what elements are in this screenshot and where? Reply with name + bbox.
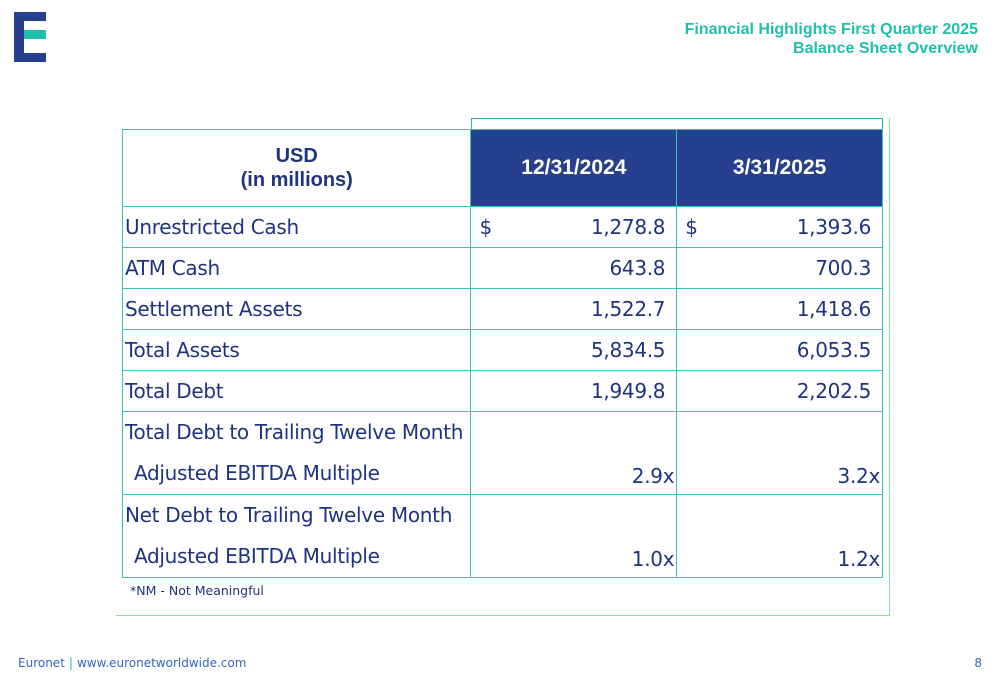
value-cell: 5,834.5 <box>470 329 678 371</box>
value-cell: 1,418.6 <box>676 288 883 330</box>
column-header-2025: 3/31/2025 <box>676 129 883 207</box>
table-row: Unrestricted Cash $ 1,278.8 $ 1,393.6 <box>121 206 883 248</box>
value-number: 643.8 <box>609 256 666 280</box>
value-cell: 643.8 <box>470 247 678 289</box>
value-cell: 1.2x <box>676 494 883 578</box>
footer-website-link[interactable]: www.euronetworldwide.com <box>76 656 247 670</box>
value-cell: 2,202.5 <box>676 370 883 412</box>
value-cell: 2.9x <box>470 411 678 495</box>
value-cell: 6,053.5 <box>676 329 883 371</box>
table-row: Settlement Assets 1,522.7 1,418.6 <box>121 288 883 330</box>
value-cell: $ 1,278.8 <box>470 206 678 248</box>
value-cell: 1.0x <box>470 494 678 578</box>
row-label: Settlement Assets <box>121 288 472 330</box>
unit-header: USD (in millions) <box>121 129 472 207</box>
table-frame <box>116 118 890 616</box>
currency-symbol: $ <box>479 215 492 239</box>
slide-header: Financial Highlights First Quarter 2025 … <box>685 20 978 58</box>
footnote: *NM - Not Meaningful <box>130 583 264 598</box>
column-header-2024: 12/31/2024 <box>470 129 678 207</box>
row-label: Total Debt to Trailing Twelve Month Adju… <box>121 411 472 495</box>
table-header-row: USD (in millions) 12/31/2024 3/31/2025 <box>121 129 883 207</box>
value-cell: $ 1,393.6 <box>676 206 883 248</box>
row-label: Unrestricted Cash <box>121 206 472 248</box>
footer: Euronet | www.euronetworldwide.com <box>18 656 246 670</box>
footer-separator: | <box>68 656 73 670</box>
value-cell: 1,949.8 <box>470 370 678 412</box>
value-number: 1,949.8 <box>590 379 666 403</box>
table-row: ATM Cash 643.8 700.3 <box>121 247 883 289</box>
table-row: Total Debt 1,949.8 2,202.5 <box>121 370 883 412</box>
value-cell: 3.2x <box>676 411 883 495</box>
table-row: Total Assets 5,834.5 6,053.5 <box>121 329 883 371</box>
value-number: 2,202.5 <box>796 379 872 403</box>
value-number: 1,393.6 <box>796 215 872 239</box>
value-number: 5,834.5 <box>590 338 666 362</box>
page-number: 8 <box>974 656 982 670</box>
value-cell: 1,522.7 <box>470 288 678 330</box>
row-label: Total Assets <box>121 329 472 371</box>
row-label: Total Debt <box>121 370 472 412</box>
row-label: ATM Cash <box>121 247 472 289</box>
slide-subtitle: Balance Sheet Overview <box>793 40 978 57</box>
value-number: 1,522.7 <box>590 297 666 321</box>
value-number: 1,278.8 <box>590 215 666 239</box>
value-cell: 700.3 <box>676 247 883 289</box>
euronet-logo-icon <box>14 12 46 62</box>
value-number: 6,053.5 <box>796 338 872 362</box>
footer-company: Euronet <box>18 656 65 670</box>
value-number: 1,418.6 <box>796 297 872 321</box>
value-number: 700.3 <box>815 256 871 280</box>
table-row: Net Debt to Trailing Twelve Month Adjust… <box>121 494 883 578</box>
table-frame-top <box>471 118 883 130</box>
balance-sheet-table: USD (in millions) 12/31/2024 3/31/2025 U… <box>121 129 883 578</box>
currency-symbol: $ <box>685 215 698 239</box>
table-row: Total Debt to Trailing Twelve Month Adju… <box>121 411 883 495</box>
row-label: Net Debt to Trailing Twelve Month Adjust… <box>121 494 472 578</box>
slide-title: Financial Highlights First Quarter 2025 <box>684 21 978 38</box>
